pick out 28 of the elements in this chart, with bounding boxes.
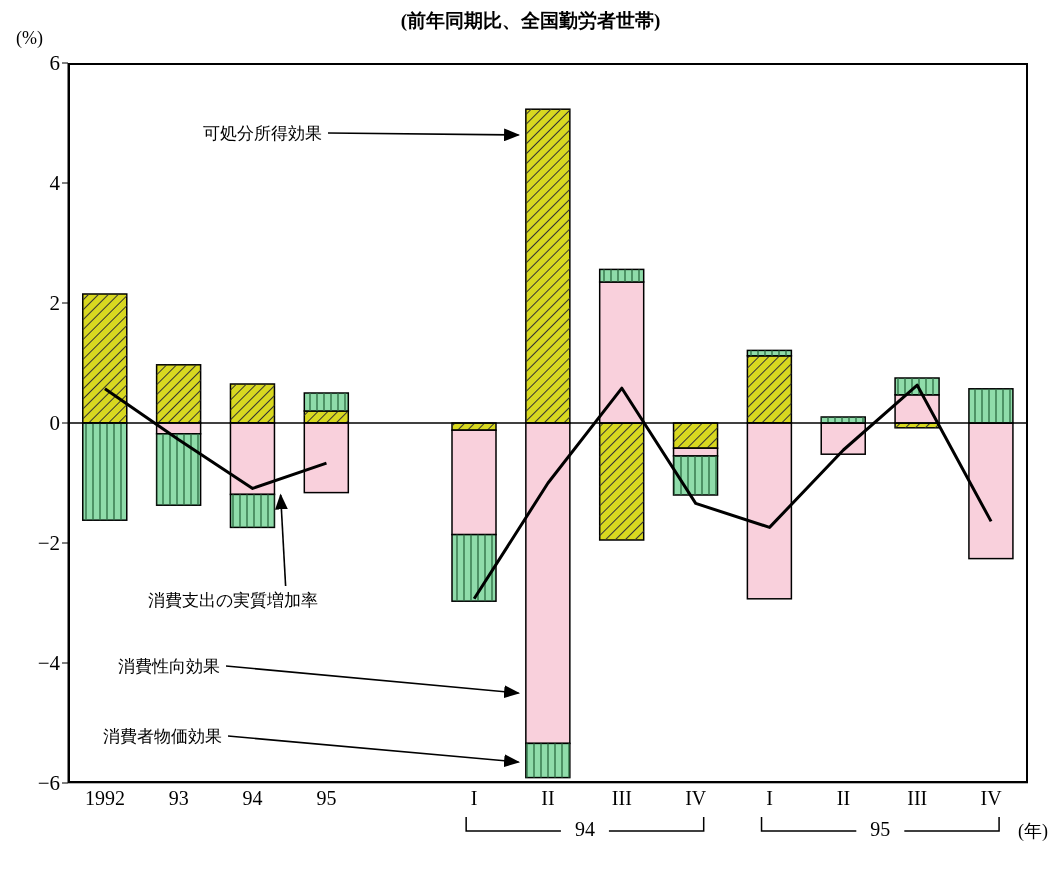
x-tick-label: I [766,787,773,810]
text: 95 [869,818,892,841]
text: (年) [1018,820,1048,843]
text: 94 [573,818,596,841]
text: 消費者物価効果 [103,726,222,748]
x-tick-label: I [470,787,478,810]
x-tick-label: IV [980,787,1003,810]
x-tick-label: 93 [168,787,189,810]
x-tick-label: III [907,787,928,810]
text: 消費支出の実質増加率 [148,590,318,612]
text: 可処分所得効果 [203,123,322,145]
y-tick-label: 0 [49,411,60,436]
x-tick-label: II [541,787,555,810]
x-tick-label: 95 [316,787,337,810]
y-tick-label: 4 [49,171,61,196]
x-tick-label: III [611,787,632,810]
y-axis-title: (%) [16,28,43,49]
chart-title: (前年同期比、全国勤労者世帯) [400,10,661,31]
y-tick-label: −2 [37,531,60,556]
x-tick-label: 94 [242,787,263,810]
y-tick-label: −4 [37,651,61,676]
text: 消費性向効果 [118,656,220,678]
y-tick-label: 2 [49,291,60,316]
x-tick-label: IV [685,787,707,810]
y-tick-label: −6 [37,771,60,796]
x-tick-label: 1992 [84,787,125,810]
y-tick-label: 6 [49,51,60,76]
x-tick-label: II [836,787,851,810]
